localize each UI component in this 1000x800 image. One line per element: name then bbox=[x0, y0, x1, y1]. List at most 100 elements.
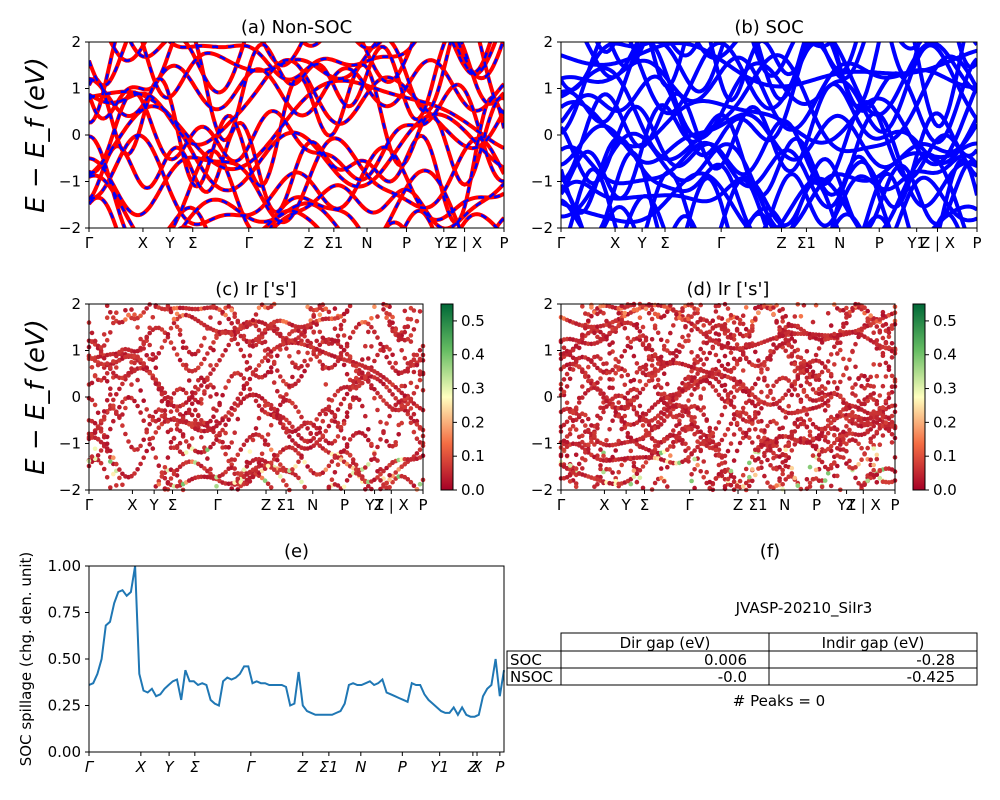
band-point bbox=[265, 369, 271, 375]
band-point bbox=[168, 325, 174, 331]
band-point bbox=[838, 442, 843, 447]
band-point bbox=[369, 383, 374, 388]
band-point bbox=[637, 329, 643, 334]
band-point bbox=[141, 310, 146, 315]
band-point bbox=[646, 422, 652, 428]
panel-title: (b) SOC bbox=[734, 17, 803, 38]
band-point bbox=[671, 428, 676, 433]
band-point bbox=[689, 378, 694, 384]
band-point bbox=[223, 312, 228, 318]
band-point bbox=[838, 410, 843, 415]
band-point bbox=[743, 430, 749, 436]
band-point bbox=[613, 448, 618, 453]
band-point bbox=[750, 323, 755, 329]
band-point bbox=[250, 370, 256, 375]
band-point bbox=[375, 352, 380, 358]
band-point bbox=[838, 340, 843, 346]
band-point bbox=[868, 415, 873, 421]
band-point bbox=[759, 370, 764, 375]
band-point bbox=[753, 427, 758, 432]
band-point bbox=[369, 344, 374, 349]
band-point bbox=[643, 338, 649, 343]
band-point bbox=[561, 345, 567, 351]
band-point bbox=[226, 445, 231, 450]
band-point bbox=[710, 430, 716, 436]
ytick-label: −1 bbox=[59, 173, 81, 191]
band-point bbox=[275, 470, 280, 476]
band-point bbox=[278, 374, 283, 379]
band-point bbox=[859, 445, 864, 451]
band-line bbox=[89, 83, 504, 183]
band-point bbox=[868, 439, 873, 445]
band-point bbox=[363, 433, 368, 439]
band-point bbox=[695, 354, 700, 359]
band-line bbox=[594, 42, 977, 103]
band-point bbox=[256, 327, 262, 333]
band-point bbox=[144, 306, 149, 311]
band-point bbox=[317, 411, 323, 417]
band-point bbox=[317, 305, 323, 311]
band-point bbox=[220, 427, 225, 433]
band-point bbox=[810, 319, 816, 325]
band-point bbox=[665, 484, 670, 489]
band-point bbox=[583, 325, 588, 331]
band-point bbox=[592, 484, 597, 490]
band-point bbox=[144, 353, 149, 358]
band-point bbox=[132, 471, 137, 476]
band-point bbox=[347, 303, 353, 309]
band-point bbox=[132, 360, 137, 366]
band-point bbox=[205, 377, 210, 383]
band-point bbox=[338, 351, 344, 356]
band-point bbox=[780, 425, 785, 431]
band-point bbox=[750, 478, 755, 484]
band-point bbox=[713, 331, 719, 336]
band-point bbox=[253, 398, 259, 404]
band-point bbox=[777, 478, 782, 484]
band-point bbox=[186, 443, 192, 448]
band-point bbox=[695, 439, 700, 444]
band-point bbox=[356, 397, 362, 403]
band-point bbox=[353, 386, 359, 391]
band-point bbox=[819, 459, 825, 465]
band-point bbox=[332, 306, 338, 311]
band-point bbox=[813, 352, 819, 358]
band-point bbox=[701, 362, 706, 367]
band-point bbox=[771, 396, 776, 402]
band-point bbox=[671, 323, 676, 328]
band-point bbox=[275, 368, 280, 373]
band-point bbox=[183, 390, 189, 396]
colorbar-tick-label: 0.1 bbox=[461, 447, 485, 465]
band-point bbox=[290, 360, 295, 366]
band-point bbox=[95, 362, 101, 368]
band-point bbox=[822, 434, 828, 440]
panel-title: (f) bbox=[760, 541, 780, 562]
xtick-label: P bbox=[875, 234, 884, 252]
band-point bbox=[780, 333, 785, 339]
xtick-label: Γ bbox=[85, 234, 94, 252]
band-point bbox=[637, 403, 643, 409]
band-point bbox=[262, 355, 268, 361]
band-point bbox=[390, 365, 395, 370]
band-point bbox=[196, 348, 201, 354]
band-point bbox=[847, 458, 852, 464]
band-point bbox=[759, 438, 764, 444]
band-point bbox=[810, 436, 816, 442]
band-point bbox=[658, 337, 664, 343]
band-point bbox=[284, 482, 289, 488]
band-point bbox=[649, 363, 655, 368]
band-point bbox=[607, 467, 612, 472]
band-point bbox=[750, 392, 755, 397]
band-point bbox=[271, 380, 277, 385]
band-point bbox=[771, 342, 776, 347]
band-point bbox=[774, 379, 779, 385]
band-point bbox=[674, 354, 679, 359]
ytick-label: 2 bbox=[71, 33, 81, 51]
band-point bbox=[637, 315, 643, 321]
band-point bbox=[98, 418, 104, 424]
band-point bbox=[649, 307, 655, 312]
band-point bbox=[265, 324, 271, 330]
band-point bbox=[598, 463, 603, 468]
band-point bbox=[138, 357, 143, 363]
band-point bbox=[692, 311, 697, 316]
band-point bbox=[713, 376, 719, 382]
